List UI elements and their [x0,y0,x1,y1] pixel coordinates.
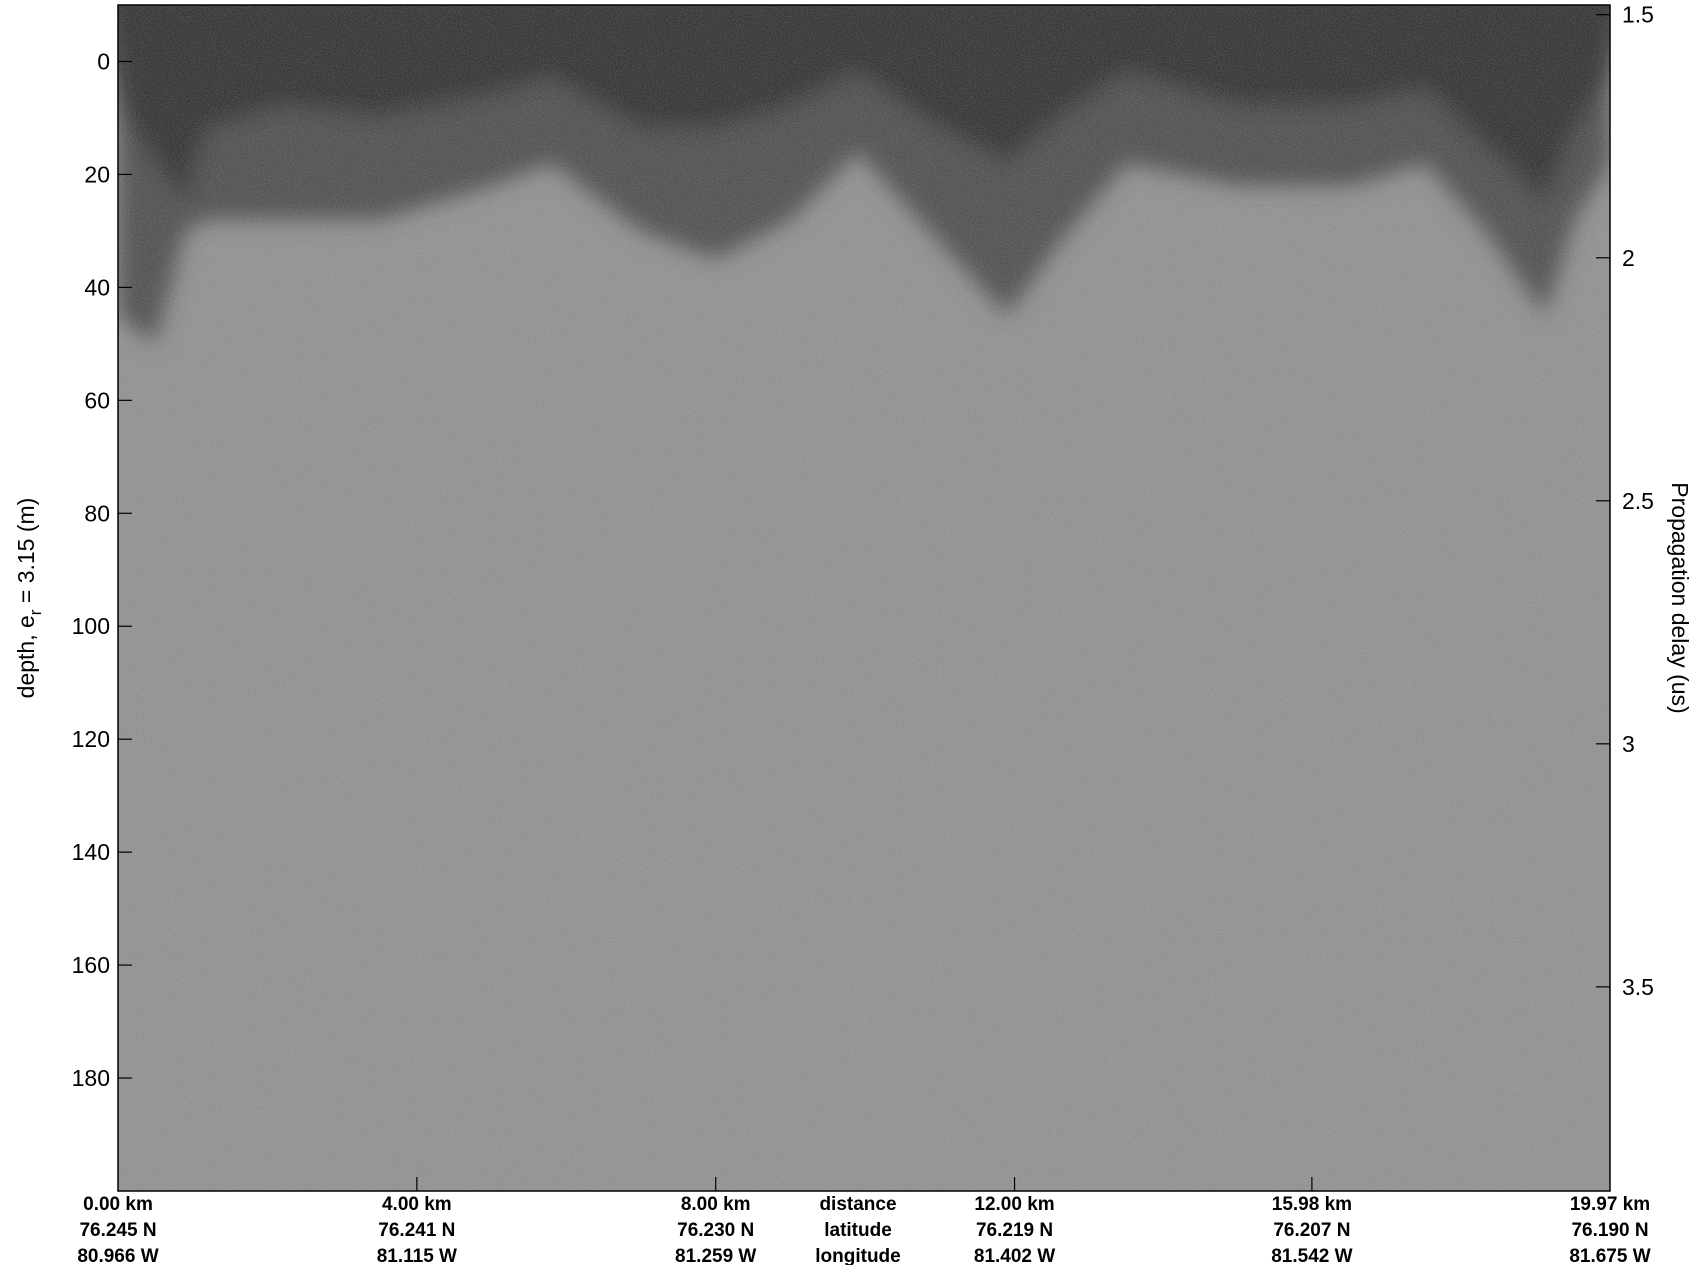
right-tick-label: 3.5 [1622,974,1654,1000]
bottom-longitude-label: 80.966 W [77,1246,158,1265]
bottom-longitude-label: 81.402 W [974,1246,1055,1265]
bottom-latitude-label: 76.241 N [378,1220,455,1241]
plot-frame [117,4,1611,1192]
left-tick-label: 120 [72,726,110,752]
right-tick-label: 1.5 [1622,2,1654,28]
bottom-distance-label: 8.00 km [681,1194,751,1215]
left-tick-label: 160 [72,952,110,978]
y-left-axis-title-subscript: r [26,609,45,615]
left-axis-ticks: 0 20 40 60 80 100 120 140 160 180 [72,48,132,1091]
left-tick-label: 100 [72,613,110,639]
bottom-distance-label: 12.00 km [974,1194,1054,1215]
right-tick-label: 2.5 [1622,488,1654,514]
y-right-axis-title: Propagation delay (us) [1667,482,1693,713]
bottom-latitude-label: 76.207 N [1273,1220,1350,1241]
distance-row-title: distance [819,1194,896,1215]
left-tick-label: 80 [84,500,110,526]
left-tick-label: 20 [84,161,110,187]
left-tick-label: 180 [72,1065,110,1091]
bottom-distance-label: 4.00 km [382,1194,452,1215]
right-tick-label: 3 [1622,731,1635,757]
bottom-distance-label: 19.97 km [1570,1194,1650,1215]
right-tick-label: 2 [1622,245,1635,271]
bottom-axis-ticks: 0.00 km 76.245 N 80.966 W 4.00 km 76.241 N 81… [77,1177,1651,1265]
left-tick-label: 140 [72,839,110,865]
left-tick-label: 40 [84,274,110,300]
latitude-row-title: latitude [824,1220,892,1241]
bottom-latitude-label: 76.230 N [677,1220,754,1241]
longitude-row-title: longitude [815,1246,900,1265]
echogram-noise [118,5,1610,1191]
bottom-longitude-label: 81.675 W [1569,1246,1650,1265]
bottom-longitude-label: 81.542 W [1271,1246,1352,1265]
bottom-longitude-label: 81.115 W [377,1246,457,1265]
bottom-latitude-label: 76.219 N [976,1220,1053,1241]
right-axis-ticks: 1.5 2 2.5 3 3.5 [1596,2,1654,1000]
left-tick-label: 60 [84,387,110,413]
bottom-latitude-label: 76.190 N [1571,1220,1648,1241]
y-left-axis-title: depth, er = 3.15 (m) [13,498,45,699]
bottom-longitude-label: 81.259 W [675,1246,756,1265]
bottom-distance-label: 0.00 km [83,1194,153,1215]
bottom-distance-label: 15.98 km [1272,1194,1352,1215]
left-tick-label: 0 [97,48,110,74]
bottom-latitude-label: 76.245 N [79,1220,156,1241]
